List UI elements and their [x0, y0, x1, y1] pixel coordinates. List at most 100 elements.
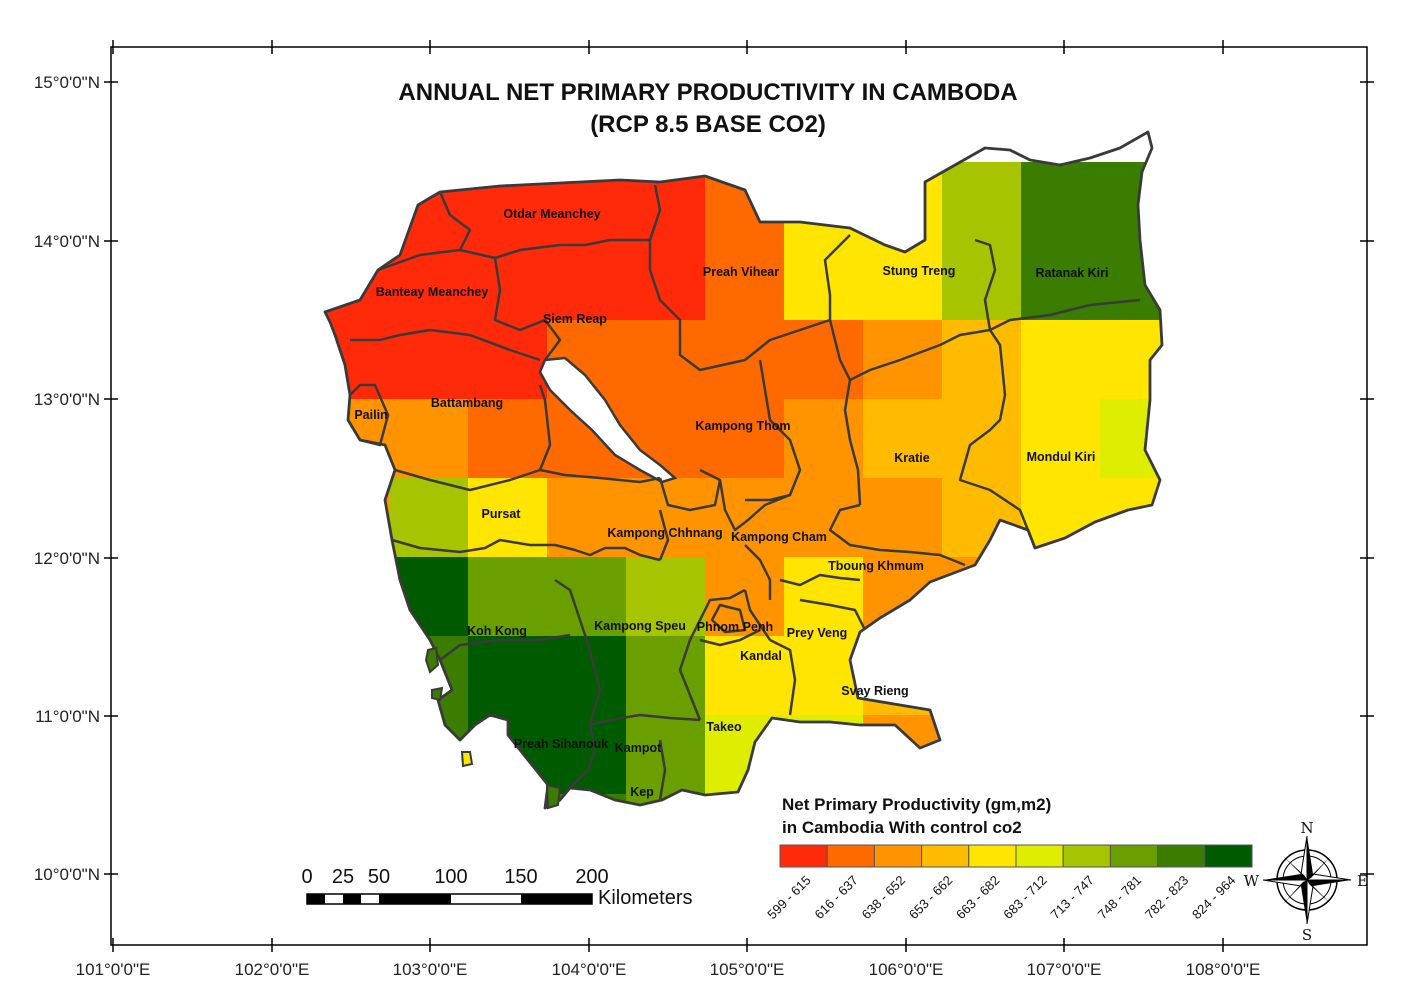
raster-cell	[942, 162, 1022, 242]
lon-label: 106°0'0"E	[869, 960, 944, 979]
scale-seg-3	[379, 894, 451, 904]
province-label: Kampot	[615, 741, 662, 755]
raster-cell	[942, 636, 1022, 716]
raster-cell	[784, 241, 864, 321]
raster-cell	[863, 478, 943, 558]
legend-swatch	[1062, 844, 1111, 868]
raster-cell	[705, 794, 785, 808]
raster-cell	[1179, 320, 1259, 400]
raster-cell	[1179, 399, 1259, 479]
raster-cell	[468, 162, 548, 242]
province-label: Kampong Thom	[695, 419, 790, 433]
raster-cell	[547, 794, 627, 808]
raster-cell	[1179, 241, 1259, 321]
compass-se	[1307, 880, 1331, 904]
raster-cell	[1179, 478, 1259, 558]
scale-bar: 0 25 50 100 150 200 Kilometers	[301, 866, 692, 909]
compass-nw	[1283, 856, 1307, 880]
raster-cell	[1179, 715, 1259, 795]
raster-cell	[705, 557, 785, 637]
scale-bar-numbers: 0 25 50 100 150 200	[301, 866, 608, 888]
legend-swatch	[873, 844, 923, 868]
lat-label: 12°0'0"N	[34, 549, 100, 568]
raster-cell	[784, 320, 864, 400]
lat-label: 10°0'0"N	[34, 865, 100, 884]
raster-cell	[325, 636, 390, 716]
raster-cell	[626, 241, 706, 321]
raster-cell	[1179, 557, 1259, 637]
province-borders	[349, 184, 1141, 801]
raster-cell	[389, 557, 469, 637]
scale-bar-number: 50	[368, 866, 390, 888]
raster-cell	[705, 162, 785, 242]
province-label: Takeo	[706, 720, 742, 734]
scale-bar-number: 200	[575, 866, 608, 888]
raster-cell	[1100, 320, 1162, 400]
lat-label: 14°0'0"N	[34, 232, 100, 251]
raster-cell	[1021, 399, 1101, 479]
raster-cell	[468, 320, 548, 400]
province-label: Ratanak Kiri	[1036, 266, 1109, 280]
graticule-ticks	[104, 40, 1374, 952]
raster-cell	[1021, 715, 1101, 795]
island-1	[424, 646, 440, 674]
raster-cell	[1100, 636, 1162, 716]
lon-label: 105°0'0"E	[710, 960, 785, 979]
raster-cell	[863, 399, 943, 479]
compass-e-label: E	[1357, 872, 1368, 890]
raster-cell	[325, 715, 390, 795]
raster-cell	[942, 399, 1022, 479]
legend-swatch	[1157, 844, 1206, 868]
raster-cell	[547, 636, 627, 716]
scale-bar-number: 150	[504, 866, 537, 888]
scale-bar-number: 0	[301, 866, 312, 888]
lon-label: 108°0'0"E	[1186, 960, 1261, 979]
legend-label: 653 - 662	[906, 873, 955, 922]
scale-seg-2	[343, 894, 361, 904]
raster-cell	[1021, 320, 1101, 400]
raster-cell	[626, 162, 706, 242]
raster-cell	[547, 715, 627, 795]
province-label: Pursat	[482, 507, 522, 521]
legend-swatch	[779, 844, 828, 868]
province-label: Preah Vihear	[703, 265, 779, 279]
province-label: Stung Treng	[883, 264, 956, 278]
raster-cell	[1021, 162, 1101, 242]
legend-label: 782 - 823	[1142, 873, 1191, 922]
lat-label: 11°0'0"N	[35, 707, 100, 726]
legend: Net Primary Productivity (gm,m2) in Camb…	[764, 795, 1253, 922]
raster-cell	[325, 557, 390, 637]
raster-cell	[705, 399, 785, 479]
raster-cell	[468, 557, 548, 637]
raster-cell	[942, 557, 1022, 637]
map-title-line1: ANNUAL NET PRIMARY PRODUCTIVITY IN CAMBO…	[398, 79, 1017, 106]
latitude-labels: 15°0'0"N 14°0'0"N 13°0'0"N 12°0'0"N 11°0'0"N…	[34, 73, 100, 884]
province-label: Kandal	[740, 649, 782, 663]
raster-cell	[1179, 162, 1259, 242]
raster-cell	[784, 715, 864, 795]
raster-cell	[1100, 715, 1162, 795]
legend-label: 663 - 682	[953, 873, 1002, 922]
raster-cell	[468, 636, 548, 716]
raster-cell	[784, 399, 864, 479]
compass-n-label: N	[1300, 819, 1313, 837]
province-label: Otdar Meanchey	[503, 207, 600, 221]
legend-label: 748 - 781	[1095, 873, 1144, 922]
compass-s-dark	[1301, 880, 1307, 924]
legend-swatch	[968, 844, 1017, 868]
province-label: Mondul Kiri	[1027, 450, 1096, 464]
raster-cell	[468, 794, 548, 808]
raster-cell	[389, 162, 469, 242]
compass-n-dark	[1307, 836, 1313, 880]
legend-label: 824 - 964	[1189, 873, 1238, 922]
map-title-line2: (RCP 8.5 BASE CO2)	[590, 111, 826, 138]
province-label: Pailin	[354, 408, 387, 422]
raster-cell	[1100, 241, 1162, 321]
raster-cell	[626, 873, 706, 953]
legend-title-line1: Net Primary Productivity (gm,m2)	[782, 795, 1051, 814]
raster-cell	[1179, 636, 1259, 716]
legend-label: 616 - 637	[811, 873, 860, 922]
raster-cell	[1100, 478, 1162, 558]
